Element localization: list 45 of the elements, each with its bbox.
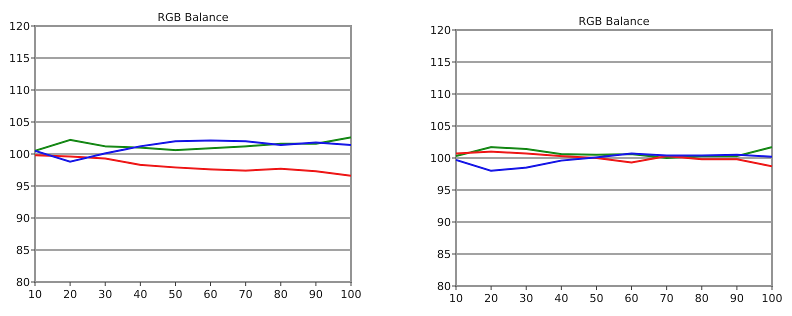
line-series [455,146,773,159]
y-tick-label: 85 [16,244,30,257]
y-tick-label: 100 [430,152,451,165]
chart-title: RGB Balance [578,15,650,28]
x-tick-label: 50 [168,288,182,301]
x-tick-label: 80 [274,288,288,301]
y-tick-label: 85 [437,248,451,261]
x-tick-label: 100 [340,288,362,301]
line-series [455,152,773,172]
x-tick-label: 10 [449,292,463,305]
x-tick-label: 80 [694,292,709,305]
x-tick-label: 90 [730,292,744,305]
y-tick-label: 120 [9,20,30,33]
line-series [34,136,352,152]
y-tick-label: 110 [9,84,30,97]
line-series [455,150,773,168]
x-tick-label: 70 [238,288,253,301]
y-tick-label: 80 [16,276,30,289]
line-series [34,140,352,163]
x-tick-label: 100 [762,292,782,305]
x-tick-label: 60 [204,288,218,301]
chart-title: RGB Balance [157,11,229,24]
x-tick-label: 20 [63,288,78,301]
x-tick-label: 10 [28,288,42,301]
y-tick-label: 95 [16,180,30,193]
x-tick-label: 30 [98,288,112,301]
x-tick-label: 40 [133,288,148,301]
y-tick-label: 115 [9,52,30,65]
x-tick-label: 50 [589,292,604,305]
x-tick-label: 70 [660,292,674,305]
x-tick-label: 60 [624,292,639,305]
y-tick-label: 115 [430,56,451,69]
y-tick-label: 90 [437,216,451,229]
x-tick-label: 40 [554,292,568,305]
x-tick-label: 20 [484,292,498,305]
y-tick-label: 105 [430,120,451,133]
y-tick-label: 105 [9,116,30,129]
line-series [34,154,352,177]
x-tick-label: 90 [308,288,323,301]
y-tick-label: 100 [9,148,30,161]
y-tick-label: 120 [430,24,451,37]
y-tick-label: 90 [16,212,30,225]
y-tick-label: 110 [430,88,451,101]
y-tick-label: 95 [437,184,451,197]
x-tick-label: 30 [519,292,534,305]
